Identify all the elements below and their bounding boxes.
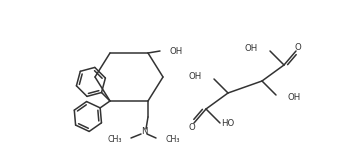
Text: CH₃: CH₃: [165, 136, 180, 145]
Text: N: N: [141, 127, 147, 136]
Text: OH: OH: [189, 71, 202, 80]
Text: O: O: [295, 43, 301, 52]
Text: O: O: [189, 123, 195, 132]
Text: OH: OH: [245, 43, 258, 52]
Text: HO: HO: [221, 119, 234, 128]
Text: OH: OH: [170, 47, 183, 56]
Text: OH: OH: [288, 94, 301, 103]
Text: CH₃: CH₃: [108, 136, 122, 145]
